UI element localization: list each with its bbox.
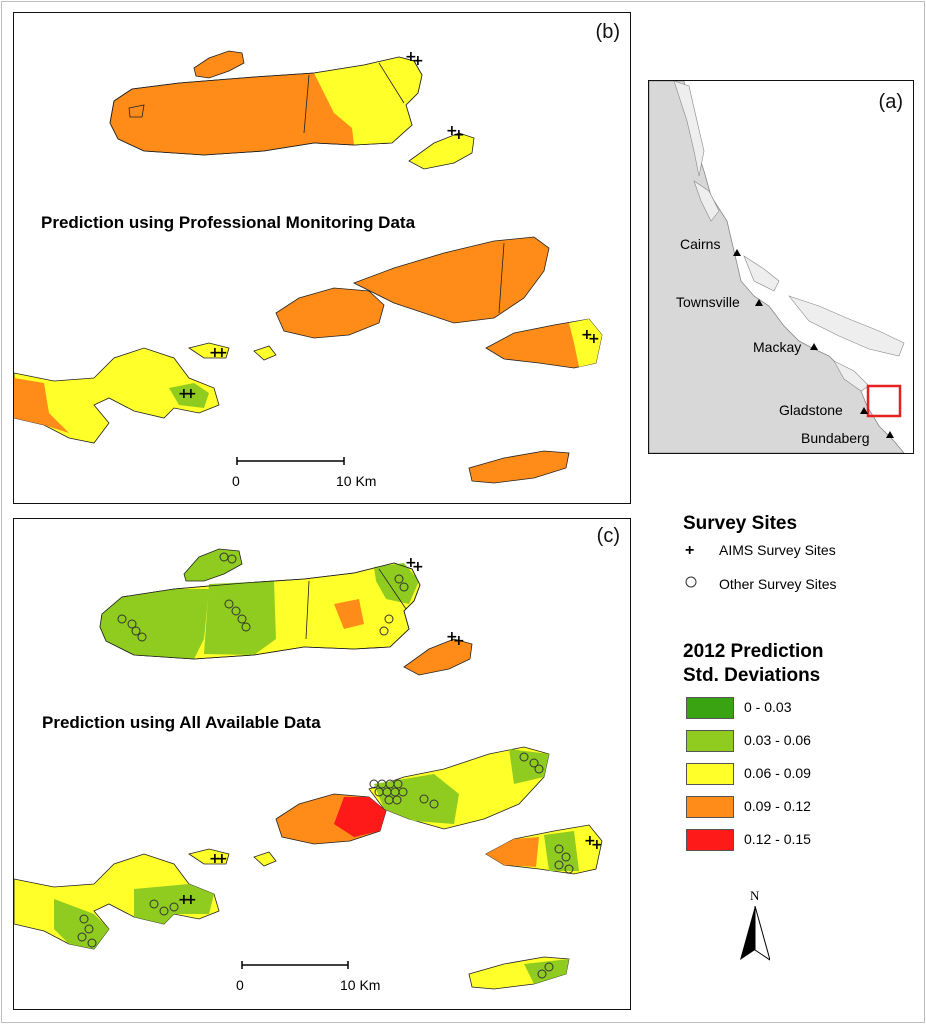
city-gladstone: Gladstone [779,402,843,418]
legend-class-label-3: 0.09 - 0.12 [744,798,811,814]
reef-b-7 [14,347,220,444]
scale-end-c: 10 Km [340,977,381,993]
legend-swatch-4 [686,829,734,851]
legend-swatch-0 [686,697,734,719]
reef-b-2-yellow [314,57,422,145]
legend-aims-row: + [685,542,694,560]
reef-b-5 [275,287,385,339]
svg-text:+: + [185,892,197,908]
legend-other-row [684,574,698,591]
reef-b-8 [188,342,230,359]
reef-b-6-yellow [569,319,602,367]
city-townsville: Townsville [676,294,740,310]
reef-b-4 [353,236,550,324]
svg-text:+: + [209,851,221,867]
svg-text:+: + [405,49,417,65]
svg-text:+: + [446,123,458,139]
svg-text:+: + [178,892,190,908]
legend-class-label-2: 0.06 - 0.09 [744,765,811,781]
north-label: N [750,888,760,903]
svg-text:+: + [412,559,424,575]
svg-text:+: + [185,386,197,402]
svg-text:+: + [209,345,221,361]
reef-outlines [673,81,905,392]
legend-class-label-1: 0.03 - 0.06 [744,732,811,748]
legend-class-label-0: 0 - 0.03 [744,699,792,715]
svg-text:+: + [412,53,424,69]
reef-c-3 [403,638,473,676]
svg-text:+: + [453,127,465,143]
mainland [649,81,905,453]
scale-bar-b [236,457,345,465]
reef-c-8 [188,848,230,865]
queensland-coast-map [649,81,905,453]
scale-zero-b: 0 [232,473,240,489]
scale-bar-c [241,961,349,969]
legend-swatch-1 [686,730,734,752]
map-panel-a: (a) Cairns Townsville Mackay Gladstone B… [648,80,914,454]
aims-sites-c: ++ ++ ++ ++ ++ [178,555,603,908]
reef-b-2-outline [109,56,423,156]
legend-std-title-2: Std. Deviations [683,665,821,686]
legend-aims-label: AIMS Survey Sites [719,542,836,558]
city-bundaberg: Bundaberg [801,430,870,446]
panel-title-c: Prediction using All Available Data [42,713,321,732]
svg-text:+: + [178,386,190,402]
legend-std-title-1: 2012 Prediction [683,641,824,662]
scale-end-b: 10 Km [336,473,377,489]
legend-survey-sites-title: Survey Sites [683,513,798,534]
reef-b-9 [253,345,277,361]
reef-map-b: ++ ++ ++ ++ ++ [14,49,603,484]
svg-text:+: + [584,833,596,849]
aims-sites-b: ++ ++ ++ ++ ++ [178,49,600,402]
reef-c-9 [253,851,277,867]
svg-text:+: + [591,837,603,853]
city-cairns: Cairns [680,236,721,252]
reef-b-10 [468,450,570,484]
other-sites-c [77,552,574,979]
circle-icon [685,576,697,588]
scale-zero-c: 0 [236,977,244,993]
reef-map-c: ++ ++ ++ ++ ++ [14,548,603,990]
panel-letter-b: (b) [595,21,620,43]
svg-text:+: + [216,851,228,867]
map-panel-b: + + + + + + + + + + (b) Prediction using Prof… [13,12,631,504]
plus-icon: + [685,542,695,559]
svg-text:+: + [446,629,458,645]
legend-class-label-4: 0.12 - 0.15 [744,831,811,847]
svg-text:+: + [216,345,228,361]
panel-letter-c: (c) [596,525,620,547]
legend-other-label: Other Survey Sites [719,576,837,592]
city-mackay: Mackay [753,339,802,355]
svg-text:+: + [581,327,593,343]
north-arrow-icon [740,906,770,961]
panel-title-b: Prediction using Professional Monitoring… [41,213,416,232]
reef-b-1 [193,50,245,79]
svg-text:+: + [405,555,417,571]
city-markers [733,249,894,438]
map-panel-c: + + + + + + + + + + (c) Prediction using All … [13,518,631,1010]
panel-letter-a: (a) [878,91,903,113]
svg-text:+: + [588,331,600,347]
svg-text:+: + [453,633,465,649]
legend-swatch-2 [686,763,734,785]
study-area-box [866,384,902,418]
reef-c-1 [183,548,243,582]
legend-swatch-3 [686,796,734,818]
reef-b-3 [408,132,475,170]
